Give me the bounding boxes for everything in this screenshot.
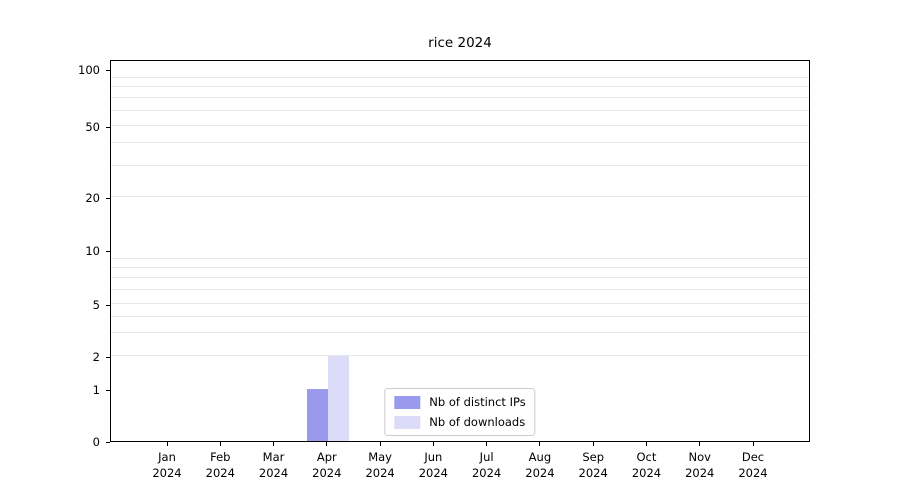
bars-layer	[111, 61, 809, 441]
chart-title: rice 2024	[428, 35, 492, 51]
x-axis-tick-label: Jun 2024	[418, 450, 448, 481]
y-axis-tick-mark	[106, 356, 110, 358]
gridline	[111, 267, 809, 269]
x-axis-tick-label: Jul 2024	[471, 450, 502, 481]
x-axis-tick-mark	[699, 442, 701, 446]
x-axis-tick-label: Aug 2024	[525, 450, 555, 481]
y-axis-tick-label: 0	[92, 434, 100, 449]
y-axis-tick-label: 100	[78, 62, 100, 77]
gridline	[111, 277, 809, 279]
y-axis-tick-mark	[106, 389, 110, 391]
gridline	[111, 289, 809, 291]
x-axis-tick-mark	[645, 442, 647, 446]
legend-swatch	[394, 415, 421, 429]
grid-layer	[111, 61, 809, 441]
gridline	[111, 86, 809, 88]
x-axis-tick-mark	[592, 442, 594, 446]
x-axis-tick-label: May 2024	[365, 450, 395, 481]
gridline	[111, 97, 809, 99]
x-axis-tick-label: Dec 2024	[738, 450, 768, 481]
y-axis-tick-mark	[106, 441, 110, 443]
x-axis-tick-mark	[432, 442, 434, 446]
y-axis-tick-label: 2	[92, 349, 100, 364]
legend-item: Nb of distinct IPs	[394, 395, 526, 409]
x-axis-tick-mark	[273, 442, 275, 446]
x-axis-tick-label: Nov 2024	[685, 450, 715, 481]
x-axis-tick-mark	[486, 442, 488, 446]
y-axis-tick-label: 1	[92, 382, 100, 397]
x-axis-tick-mark	[219, 442, 221, 446]
y-axis-tick-mark	[106, 304, 110, 306]
gridline	[111, 164, 809, 166]
x-axis-tick-mark	[752, 442, 754, 446]
y-axis-tick-label: 10	[85, 244, 100, 259]
gridline	[111, 332, 809, 333]
gridline	[111, 355, 809, 357]
x-axis-tick-mark	[379, 442, 381, 446]
legend-swatch	[394, 395, 421, 409]
gridline	[111, 303, 809, 305]
y-axis-tick-label: 50	[85, 119, 100, 134]
gridline	[111, 76, 809, 78]
y-axis-tick-mark	[106, 197, 110, 199]
x-axis-tick-label: Oct 2024	[631, 450, 662, 481]
y-axis-tick-mark	[106, 126, 110, 128]
gridline	[111, 142, 809, 144]
y-axis-tick-label: 5	[92, 297, 100, 312]
x-axis-tick-mark	[326, 442, 328, 446]
legend-label: Nb of distinct IPs	[429, 395, 526, 409]
y-axis-tick-mark	[106, 69, 110, 71]
gridline	[111, 258, 809, 260]
x-axis-tick-label: Mar 2024	[258, 450, 289, 481]
gridline	[111, 196, 809, 198]
x-axis-tick-label: Jan 2024	[152, 450, 182, 481]
gridline	[111, 125, 809, 127]
plot-area: Nb of distinct IPs Nb of downloads	[110, 60, 810, 442]
x-axis-tick-mark	[539, 442, 541, 446]
legend-item: Nb of downloads	[394, 415, 525, 429]
x-axis-tick-label: Sep 2024	[578, 450, 608, 481]
gridline	[111, 315, 809, 317]
y-axis-tick-mark	[106, 251, 110, 253]
x-axis-tick-label: Feb 2024	[205, 450, 235, 481]
bar-distinct-ips	[306, 389, 328, 441]
legend-label: Nb of downloads	[429, 415, 526, 429]
x-axis-tick-mark	[166, 442, 168, 446]
legend: Nb of distinct IPs Nb of downloads	[384, 388, 536, 436]
x-axis-tick-label: Apr 2024	[312, 450, 342, 481]
y-axis-tick-label: 20	[85, 190, 100, 205]
gridline	[111, 110, 809, 112]
bar-downloads	[327, 356, 349, 441]
